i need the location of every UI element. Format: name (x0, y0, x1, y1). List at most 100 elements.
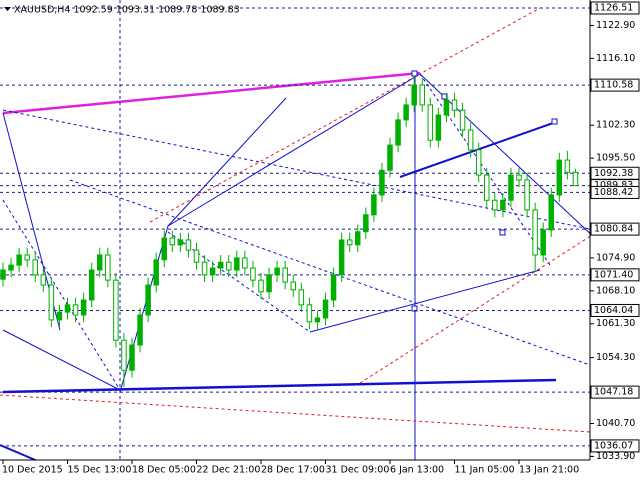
x-tick-label: 13 Jan 21:00 (519, 465, 579, 476)
trendline (419, 73, 551, 266)
y-tick-label: 1102.30 (596, 120, 635, 131)
level-label: 1071.40 (594, 269, 633, 280)
candle-body (355, 231, 361, 246)
y-tick-label: 1061.30 (596, 318, 635, 329)
trendline (0, 394, 591, 433)
candle-body (226, 261, 232, 271)
candle-body (346, 239, 353, 246)
level-label: 1064.04 (594, 305, 633, 316)
candle-body (564, 159, 571, 173)
candle-body (274, 267, 280, 276)
trendline (0, 444, 41, 463)
candle-body (113, 279, 119, 341)
x-tick-label: 15 Dec 13:00 (68, 465, 132, 476)
y-tick-label: 1054.30 (596, 352, 635, 363)
time-axis (0, 460, 640, 480)
y-tick-label: 1095.50 (596, 153, 635, 164)
trendline (359, 231, 598, 384)
candle-body (32, 259, 38, 276)
chart-title: XAUUSD,H4 1092.59 1093.31 1089.78 1089.8… (14, 5, 240, 16)
candle-body (266, 274, 272, 293)
candle-body (508, 174, 514, 201)
level-box (590, 222, 640, 236)
candle-body (548, 194, 554, 231)
candle-body (532, 209, 538, 256)
candle-body (16, 254, 22, 266)
candle-body (306, 304, 313, 323)
candle-body (40, 274, 47, 286)
trendline (2, 71, 421, 115)
candle-body (403, 104, 409, 121)
candle-body (411, 84, 417, 106)
y-tick-label: 1116.10 (596, 53, 635, 64)
candle-body (395, 119, 401, 146)
level-label: 1080.84 (594, 224, 633, 235)
level-label: 1110.58 (594, 80, 633, 91)
candle-body (387, 144, 393, 171)
level-box (590, 185, 640, 199)
candle-body (129, 344, 135, 371)
candle-body (80, 299, 87, 316)
candle-body (379, 169, 385, 196)
candle-body (217, 261, 224, 269)
trendline (119, 225, 169, 393)
candle-body (177, 239, 184, 246)
candle-body (137, 314, 143, 346)
candle-body (338, 239, 345, 276)
candle-body (88, 269, 95, 301)
candles (0, 75, 579, 388)
candle-body (234, 257, 240, 271)
trendline (2, 378, 557, 394)
trendline (2, 329, 121, 391)
y-tick-label: 1040.70 (596, 418, 635, 429)
candle-body (443, 99, 450, 116)
level-label: 1089.83 (594, 180, 633, 191)
trendline (2, 109, 596, 231)
candle-body (467, 129, 474, 151)
trendline (2, 199, 121, 391)
candle-body (242, 257, 248, 269)
candle-body (153, 259, 159, 286)
candle-body (201, 261, 208, 276)
candle-body (419, 84, 425, 106)
menu-icon[interactable] (4, 7, 11, 11)
candle-body (185, 239, 192, 251)
x-tick-label: 18 Dec 05:00 (132, 465, 196, 476)
y-tick-label: 1033.90 (596, 451, 635, 462)
level-box (590, 439, 640, 453)
candle-body (322, 299, 329, 319)
level-box (590, 78, 640, 92)
candle-body (0, 269, 6, 280)
candle-body (250, 267, 256, 281)
candle-body (363, 214, 369, 233)
price-axis (590, 0, 640, 480)
level-label: 1036.07 (594, 440, 633, 451)
candle-body (105, 254, 111, 281)
candle-body (258, 279, 264, 293)
level-box (590, 268, 640, 282)
candle-body (516, 174, 522, 181)
candle-body (435, 114, 442, 141)
candle-body (282, 267, 288, 283)
level-box (590, 385, 640, 399)
drawings (0, 0, 598, 463)
candle-body (48, 284, 55, 321)
trendline (149, 7, 541, 223)
candle-body (492, 199, 498, 211)
candle-body (64, 304, 71, 313)
candle-body (24, 254, 30, 261)
x-tick-label: 31 Dec 09:00 (326, 465, 390, 476)
candle-body (475, 149, 482, 176)
x-tick-label: 22 Dec 21:00 (197, 465, 261, 476)
y-tick-label: 1074.90 (596, 252, 635, 263)
candle-body (298, 289, 305, 306)
candle-body (72, 304, 79, 316)
x-tick-label: 10 Dec 2015 (2, 465, 63, 476)
trendline (69, 179, 591, 366)
candle-body (209, 267, 216, 276)
anchor (411, 70, 418, 77)
y-tick-label: 1122.90 (596, 20, 635, 31)
candle-body (500, 199, 506, 211)
trendline (167, 97, 287, 227)
